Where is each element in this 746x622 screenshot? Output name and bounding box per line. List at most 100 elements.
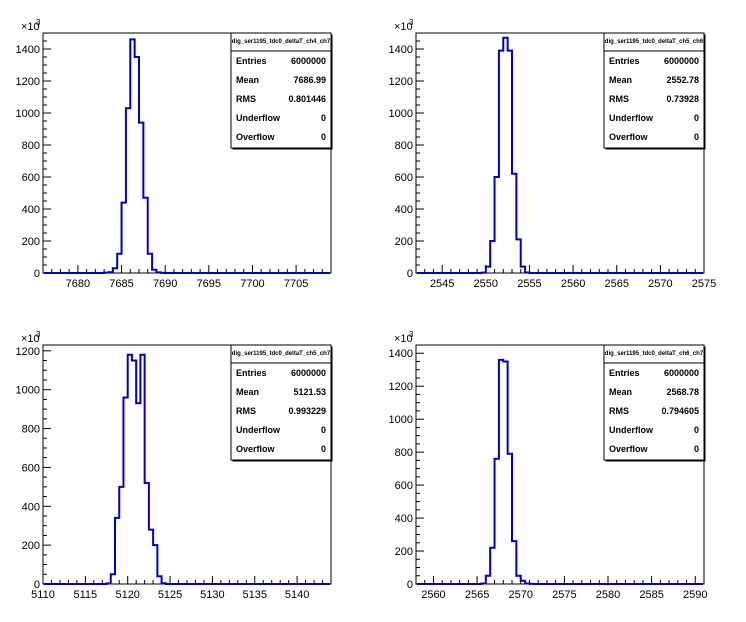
x-tick-label: 5140 bbox=[285, 589, 309, 601]
stats-box: dig_ser1195_tdc0_deltaT_ch4_ch7 Entries 60… bbox=[230, 32, 333, 150]
y-multiplier-exponent: 3 bbox=[409, 330, 414, 339]
x-tick-label: 2545 bbox=[430, 278, 454, 290]
stats-value: 0 bbox=[321, 425, 326, 435]
stats-box: dig_ser1195_tdc0_deltaT_ch6_ch7 Entries 60… bbox=[603, 344, 706, 462]
stats-frame bbox=[230, 32, 332, 149]
x-tick-label: 2570 bbox=[508, 589, 532, 601]
histogram-line bbox=[44, 38, 330, 274]
x-tick-label: 5125 bbox=[158, 589, 182, 601]
stats-value: 0 bbox=[694, 444, 699, 454]
stats-label: Overflow bbox=[609, 444, 649, 454]
x-tick-label: 2570 bbox=[648, 278, 672, 290]
y-tick-label: 1400 bbox=[389, 44, 413, 56]
stats-label: Entries bbox=[609, 368, 640, 378]
x-tick-label: 2565 bbox=[604, 278, 628, 290]
y-tick-label: 0 bbox=[407, 268, 413, 280]
y-multiplier-exponent: 3 bbox=[409, 18, 414, 27]
stats-label: Overflow bbox=[236, 132, 276, 142]
stats-value: 0 bbox=[321, 113, 326, 123]
x-tick-label: 5115 bbox=[74, 589, 98, 601]
stats-label: Underflow bbox=[609, 113, 654, 123]
stats-label: Mean bbox=[236, 75, 259, 85]
histogram-panel-3: 5110 5115 5120 5125 5130 5135 5140 0 200 400 600 80… bbox=[16, 330, 333, 601]
y-tick-label: 800 bbox=[395, 140, 413, 152]
y-tick-label: 1000 bbox=[16, 385, 40, 397]
histogram-line bbox=[44, 353, 330, 585]
histogram-line bbox=[417, 36, 703, 274]
x-tick-label: 7690 bbox=[153, 278, 177, 290]
stats-label: RMS bbox=[236, 406, 256, 416]
stats-label: Entries bbox=[609, 56, 640, 66]
stats-value: 6000000 bbox=[664, 368, 699, 378]
y-tick-label: 200 bbox=[22, 540, 40, 552]
stats-name: dig_ser1195_tdc0_deltaT_ch4_ch7 bbox=[232, 39, 331, 45]
stats-frame bbox=[230, 344, 332, 461]
x-tick-label: 5130 bbox=[200, 589, 224, 601]
stats-value: 0 bbox=[321, 444, 326, 454]
y-tick-label: 1200 bbox=[16, 346, 40, 358]
y-tick-label: 600 bbox=[395, 480, 413, 492]
y-tick-label: 0 bbox=[407, 579, 413, 591]
stats-label: Underflow bbox=[609, 425, 654, 435]
stats-value: 2552.78 bbox=[666, 75, 699, 85]
x-tick-label: 2580 bbox=[596, 589, 620, 601]
x-tick-label: 5135 bbox=[243, 589, 267, 601]
stats-label: RMS bbox=[236, 94, 256, 104]
stats-label: Overflow bbox=[236, 444, 276, 454]
y-tick-label: 400 bbox=[22, 204, 40, 216]
y-multiplier: ×10 bbox=[394, 21, 413, 33]
y-multiplier-exponent: 3 bbox=[36, 330, 41, 339]
stats-value: 0.73928 bbox=[666, 94, 699, 104]
y-tick-label: 600 bbox=[22, 462, 40, 474]
y-tick-label: 400 bbox=[22, 501, 40, 513]
stats-value: 0.801446 bbox=[288, 94, 326, 104]
histogram-panel-1: 7680 7685 7690 7695 7700 7705 0 200 400 600 800 100… bbox=[16, 18, 333, 290]
y-tick-label: 1400 bbox=[389, 348, 413, 360]
stats-value: 0 bbox=[321, 132, 326, 142]
x-tick-label: 2550 bbox=[474, 278, 498, 290]
y-multiplier-exponent: 3 bbox=[36, 18, 41, 27]
y-tick-label: 600 bbox=[395, 172, 413, 184]
x-tick-label: 7680 bbox=[66, 278, 90, 290]
stats-value: 0 bbox=[694, 132, 699, 142]
y-tick-label: 1200 bbox=[16, 76, 40, 88]
stats-label: Entries bbox=[236, 368, 267, 378]
y-tick-label: 200 bbox=[395, 546, 413, 558]
stats-label: Entries bbox=[236, 56, 267, 66]
stats-frame bbox=[603, 344, 705, 461]
y-tick-label: 1000 bbox=[389, 108, 413, 120]
stats-value: 7686.99 bbox=[293, 75, 326, 85]
stats-label: Underflow bbox=[236, 113, 281, 123]
y-tick-label: 400 bbox=[395, 204, 413, 216]
stats-label: Mean bbox=[609, 75, 632, 85]
stats-value: 0 bbox=[694, 113, 699, 123]
stats-name: dig_ser1195_tdc0_deltaT_ch6_ch7 bbox=[605, 351, 704, 357]
x-tick-label: 2575 bbox=[552, 589, 576, 601]
y-tick-label: 800 bbox=[395, 447, 413, 459]
histogram-panel-4: 2560 2565 2570 2575 2580 2585 2590 0 200 400 600 80… bbox=[389, 330, 708, 601]
stats-name: dig_ser1195_tdc0_deltaT_ch5_ch6 bbox=[605, 39, 704, 45]
y-tick-label: 0 bbox=[34, 268, 40, 280]
stats-box: dig_ser1195_tdc0_deltaT_ch5_ch6 Entries 60… bbox=[603, 32, 706, 150]
x-tick-label: 7695 bbox=[197, 278, 221, 290]
y-tick-label: 1000 bbox=[389, 414, 413, 426]
x-tick-label: 2565 bbox=[465, 589, 489, 601]
x-tick-label: 5120 bbox=[115, 589, 139, 601]
x-tick-label: 5110 bbox=[31, 589, 55, 601]
y-tick-label: 200 bbox=[22, 236, 40, 248]
x-tick-label: 2555 bbox=[517, 278, 541, 290]
stats-label: RMS bbox=[609, 406, 629, 416]
x-tick-label: 7705 bbox=[284, 278, 308, 290]
stats-value: 6000000 bbox=[291, 368, 326, 378]
stats-label: Mean bbox=[609, 387, 632, 397]
y-tick-label: 1400 bbox=[16, 44, 40, 56]
x-tick-label: 2560 bbox=[421, 589, 445, 601]
stats-name: dig_ser1195_tdc0_deltaT_ch5_ch7 bbox=[232, 351, 331, 357]
x-tick-label: 2590 bbox=[683, 589, 707, 601]
stats-value: 0 bbox=[694, 425, 699, 435]
y-tick-label: 800 bbox=[22, 424, 40, 436]
stats-label: Underflow bbox=[236, 425, 281, 435]
stats-label: Mean bbox=[236, 387, 259, 397]
stats-label: Overflow bbox=[609, 132, 649, 142]
y-tick-label: 1000 bbox=[16, 108, 40, 120]
